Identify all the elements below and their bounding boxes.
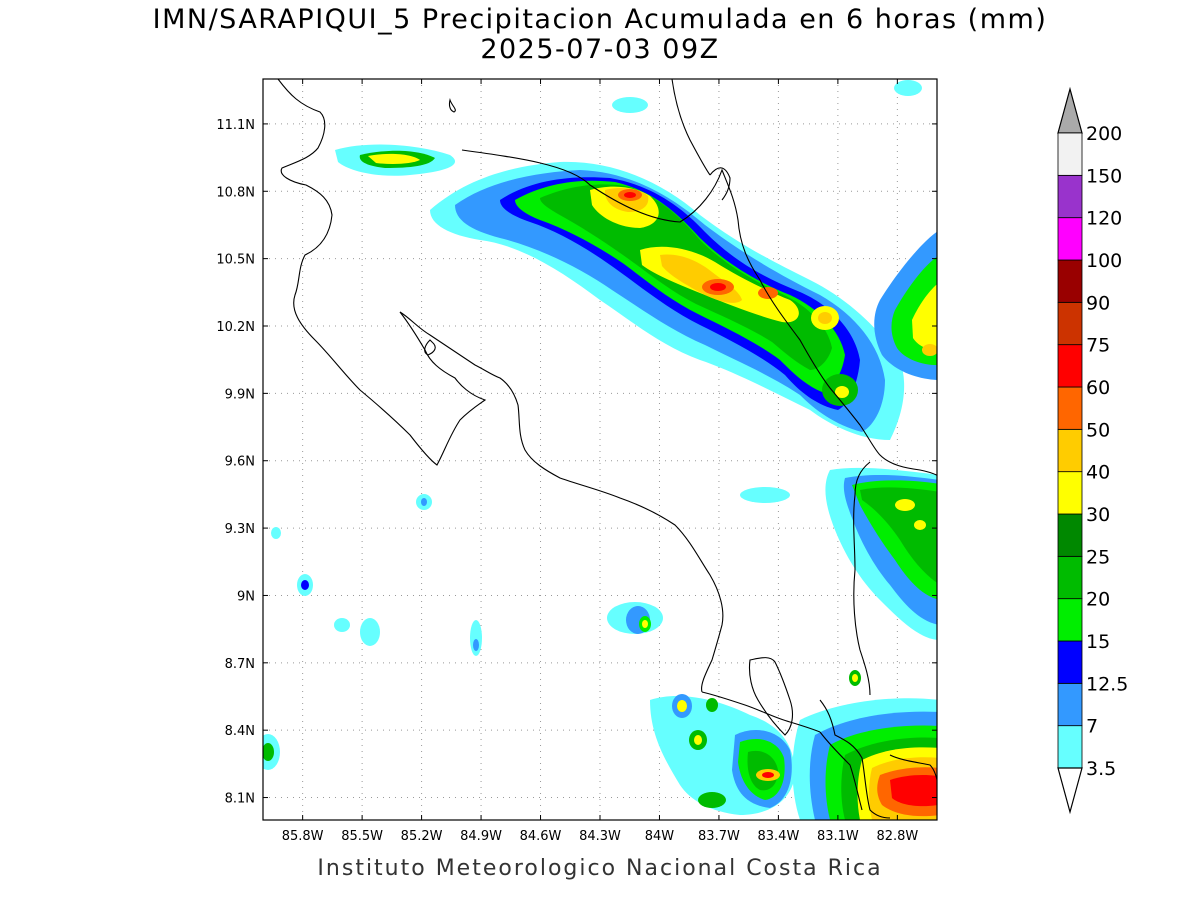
axis-ticks: 85.8W 85.5W 85.2W 84.9W 84.6W 84.3W 84W 83.7W 83… [216, 79, 937, 844]
lon-tick-label: 83.1W [817, 829, 859, 844]
lat-tick-label: 9.9N [225, 387, 255, 402]
precipitation-colorbar: 3.5 7 12.5 15 20 25 30 40 50 60 75 90 100 120 150 200 [1057, 86, 1128, 815]
lon-tick-label: 84.6W [520, 829, 562, 844]
colorbar-label: 75 [1086, 335, 1110, 357]
precipitation-field [263, 80, 937, 820]
colorbar-swatch [1057, 301, 1083, 346]
colorbar-swatch [1057, 344, 1083, 388]
lon-tick-label: 83.7W [698, 829, 740, 844]
colorbar-label: 20 [1086, 589, 1110, 611]
colorbar-swatch [1057, 471, 1083, 515]
colorbar-swatch [1057, 725, 1083, 769]
colorbar-swatch [1057, 428, 1083, 473]
lon-tick-label: 84.3W [579, 829, 621, 844]
colorbar-top-arrow [1057, 86, 1083, 134]
colorbar-label: 30 [1086, 504, 1110, 526]
map-plot-area [263, 79, 937, 820]
credit-footer: Instituto Meteorologico Nacional Costa R… [317, 856, 883, 881]
colorbar-swatch [1057, 132, 1083, 176]
colorbar-swatch [1057, 174, 1083, 219]
colorbar-swatch [1057, 513, 1083, 557]
colorbar-bottom-arrow [1057, 767, 1083, 815]
colorbar-label: 25 [1086, 546, 1110, 568]
lon-tick-label: 85.5W [341, 829, 383, 844]
lat-tick-label: 10.2N [216, 320, 255, 335]
lat-tick-label: 9N [237, 589, 255, 604]
map-subtitle-datetime: 2025-07-03 09Z [480, 34, 720, 65]
lat-tick-label: 11.1N [216, 118, 255, 133]
colorbar-label: 100 [1086, 250, 1122, 272]
map-title: IMN/SARAPIQUI_5 Precipitacion Acumulada … [152, 4, 1048, 35]
colorbar-label: 3.5 [1086, 758, 1116, 780]
lat-tick-label: 8.1N [225, 792, 255, 807]
lon-tick-label: 85.8W [282, 829, 324, 844]
colorbar-swatch [1057, 386, 1083, 430]
colorbar-label: 200 [1086, 123, 1122, 145]
lat-tick-label: 8.7N [225, 657, 255, 672]
lat-tick-label: 10.8N [216, 185, 255, 200]
lon-tick-label: 83.4W [758, 829, 800, 844]
colorbar-swatch [1057, 555, 1083, 600]
lat-tick-label: 9.3N [225, 522, 255, 537]
colorbar-label: 90 [1086, 292, 1110, 314]
lat-tick-label: 9.6N [225, 455, 255, 470]
colorbar-label: 120 [1086, 208, 1122, 230]
colorbar-label: 50 [1086, 419, 1110, 441]
coastline-outlines [277, 79, 937, 819]
lat-tick-label: 10.5N [216, 253, 255, 268]
colorbar-label: 7 [1086, 716, 1098, 738]
colorbar-swatch [1057, 682, 1083, 727]
colorbar-label: 150 [1086, 165, 1122, 187]
colorbar-label: 12.5 [1086, 673, 1128, 695]
colorbar-label: 60 [1086, 377, 1110, 399]
colorbar-swatch [1057, 217, 1083, 261]
colorbar-label: 40 [1086, 462, 1110, 484]
lat-tick-label: 8.4N [225, 724, 255, 739]
colorbar-swatch [1057, 259, 1083, 303]
lon-tick-label: 82.8W [876, 829, 918, 844]
lon-tick-label: 84.9W [460, 829, 502, 844]
colorbar-swatch [1057, 640, 1083, 684]
lon-tick-label: 84W [645, 829, 675, 844]
colorbar-label: 15 [1086, 631, 1110, 653]
lon-tick-label: 85.2W [401, 829, 443, 844]
colorbar-swatch [1057, 598, 1083, 642]
